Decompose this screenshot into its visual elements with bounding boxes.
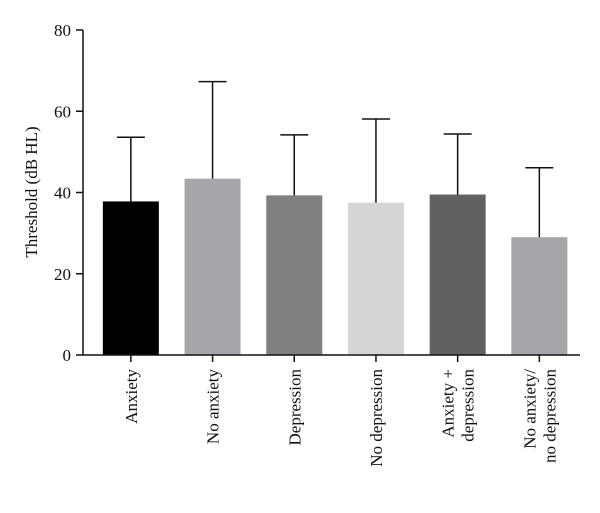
y-tick-label: 40 — [54, 184, 71, 203]
y-ticks: 0 20 40 60 80 — [54, 21, 83, 365]
bar — [102, 201, 159, 355]
x-tick-label: no depression — [540, 369, 559, 463]
x-tick-labels: Anxiety No anxiety Depression No depression… — [122, 355, 559, 467]
bar — [429, 194, 486, 355]
y-tick-label: 60 — [54, 102, 71, 121]
x-tick-label: No anxiety/ — [520, 369, 539, 449]
error-bars-layer — [116, 80, 554, 238]
y-tick-label: 20 — [54, 265, 71, 284]
y-tick-label: 0 — [63, 346, 72, 365]
bar — [184, 178, 241, 355]
y-tick-label: 80 — [54, 21, 71, 40]
bars-layer — [102, 178, 568, 355]
x-tick-label: Anxiety — [122, 369, 141, 424]
y-axis-label: Threshold (dB HL) — [22, 126, 41, 257]
bar — [347, 202, 404, 355]
x-tick-label: Anxiety + — [439, 369, 458, 438]
x-tick-label: No anxiety — [204, 369, 223, 445]
x-tick-label: depression — [459, 369, 478, 442]
bar — [511, 237, 568, 355]
x-tick-label: Depression — [285, 369, 304, 446]
bar — [266, 195, 323, 355]
x-tick-label: No depression — [367, 369, 386, 467]
